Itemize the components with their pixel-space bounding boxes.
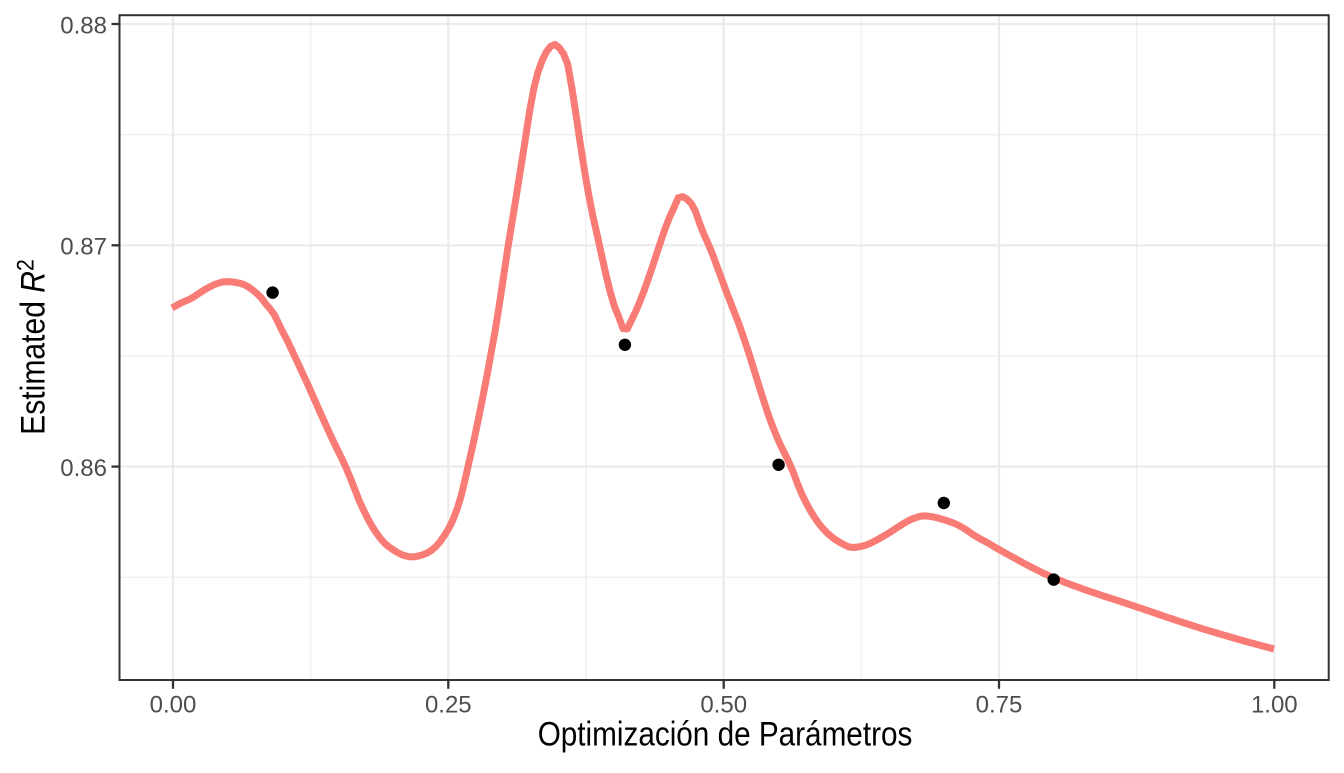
svg-text:0.86: 0.86: [60, 455, 107, 482]
svg-text:0.75: 0.75: [976, 692, 1023, 719]
svg-text:0.00: 0.00: [150, 692, 197, 719]
svg-text:0.50: 0.50: [700, 692, 747, 719]
svg-text:1.00: 1.00: [1251, 692, 1298, 719]
svg-text:0.25: 0.25: [425, 692, 472, 719]
svg-text:Optimización de Parámetros: Optimización de Parámetros: [538, 715, 913, 753]
svg-text:Estimated R2: Estimated R2: [11, 259, 52, 435]
svg-text:0.88: 0.88: [60, 12, 107, 39]
svg-text:0.87: 0.87: [60, 234, 107, 261]
